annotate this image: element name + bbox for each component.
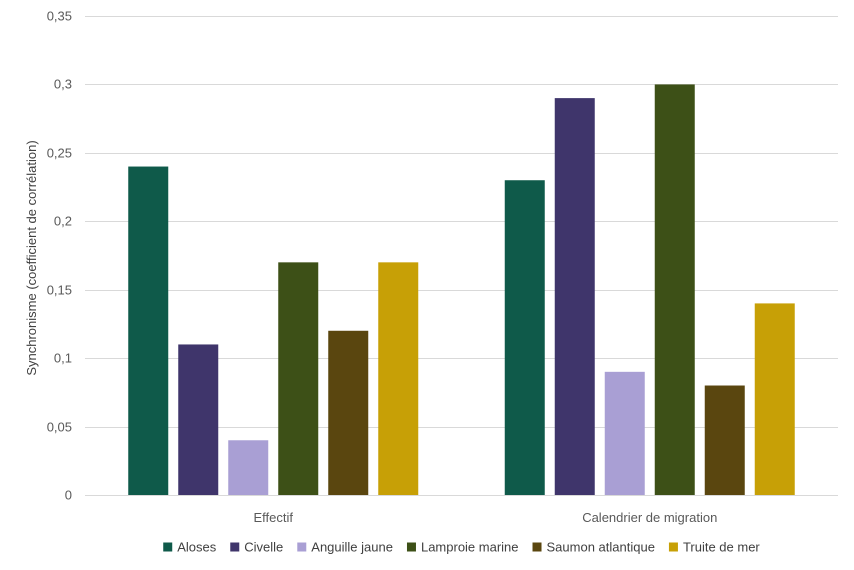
bar-truite-de-mer-2: [754, 303, 795, 495]
y-tick-label: 0: [65, 488, 72, 503]
legend-swatch: [230, 542, 240, 552]
legend-label: Lamproie marine: [421, 540, 519, 555]
legend-swatch: [668, 542, 678, 552]
legend-swatch: [297, 542, 307, 552]
bar-anguille-jaune-1: [228, 440, 269, 495]
y-tick-label: 0,1: [54, 351, 72, 366]
y-tick-label: 0,15: [47, 283, 72, 298]
legend-item: Lamproie marine: [406, 540, 519, 555]
legend-label: Anguille jaune: [311, 540, 393, 555]
x-axis-categories: Effectif Calendrier de migration: [253, 510, 717, 525]
y-tick-label: 0,2: [54, 214, 72, 229]
bar-aloses-2: [504, 180, 545, 495]
bar-civelle-2: [554, 98, 595, 495]
legend-swatch: [532, 542, 542, 552]
legend-label: Saumon atlantique: [547, 540, 655, 555]
legend-label: Truite de mer: [683, 540, 760, 555]
bar-civelle-1: [178, 344, 219, 495]
bar-saumon-atlantique-1: [328, 330, 369, 495]
legend-label: Aloses: [177, 540, 217, 555]
bar-truite-de-mer-1: [378, 262, 419, 495]
legend-label: Civelle: [244, 540, 283, 555]
legend-swatch: [406, 542, 416, 552]
bar-aloses-1: [128, 166, 169, 496]
bar-saumon-atlantique-2: [704, 385, 745, 495]
legend-item: Civelle: [230, 540, 283, 555]
bar-anguille-jaune-2: [604, 371, 645, 495]
y-tick-label: 0,25: [47, 146, 72, 161]
y-tick-label: 0,05: [47, 420, 72, 435]
legend-item: Saumon atlantique: [532, 540, 655, 555]
legend-swatch: [163, 542, 173, 552]
y-tick-label: 0,35: [47, 9, 72, 24]
x-category-label: Calendrier de migration: [582, 510, 717, 525]
x-category-label: Effectif: [253, 510, 293, 525]
legend-item: Anguille jaune: [297, 540, 393, 555]
y-axis-ticks: 0 0,05 0,1 0,15 0,2 0,25 0,3 0,35: [47, 9, 72, 503]
bar-lamproie-marine-1: [278, 262, 319, 495]
legend-item: Truite de mer: [668, 540, 760, 555]
bars: [128, 84, 795, 496]
y-tick-label: 0,3: [54, 77, 72, 92]
bar-lamproie-marine-2: [654, 84, 695, 495]
y-axis-label: Synchronisme (coefficient de corrélation…: [24, 140, 39, 375]
legend-item: Aloses: [163, 540, 217, 555]
legend: Aloses Civelle Anguille jaune Lamproie mari…: [163, 540, 760, 555]
